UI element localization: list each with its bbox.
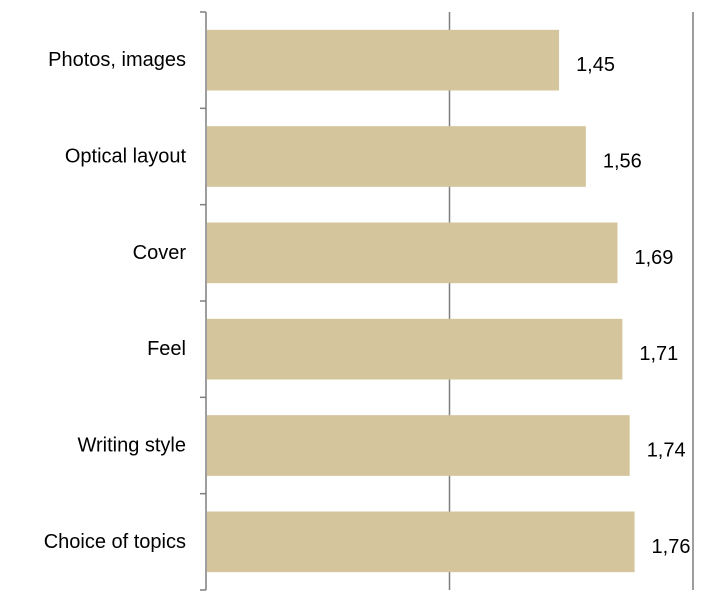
data-label: 1,69 — [635, 247, 674, 269]
bar — [207, 29, 560, 91]
data-label: 1,74 — [647, 440, 686, 462]
data-label: 1,45 — [576, 54, 615, 76]
bar — [207, 511, 635, 573]
bars — [207, 29, 635, 573]
category-label: Choice of topics — [44, 531, 186, 553]
bar — [207, 222, 618, 284]
category-labels: Photos, images Optical layout Cover Feel Wri… — [44, 49, 187, 553]
category-label: Optical layout — [65, 146, 187, 168]
bar — [207, 318, 623, 380]
data-label: 1,56 — [603, 151, 642, 173]
category-label: Writing style — [77, 435, 186, 457]
category-label: Photos, images — [48, 49, 186, 71]
bar — [207, 415, 630, 476]
data-label: 1,71 — [639, 343, 678, 365]
gridlines — [448, 12, 694, 590]
category-axis — [200, 11, 207, 591]
data-label: 1,76 — [652, 536, 691, 558]
category-label: Cover — [133, 242, 187, 264]
bar — [207, 126, 586, 187]
data-labels: 1,45 1,56 1,69 1,71 1,74 1,76 — [576, 54, 690, 558]
category-label: Feel — [147, 338, 186, 360]
